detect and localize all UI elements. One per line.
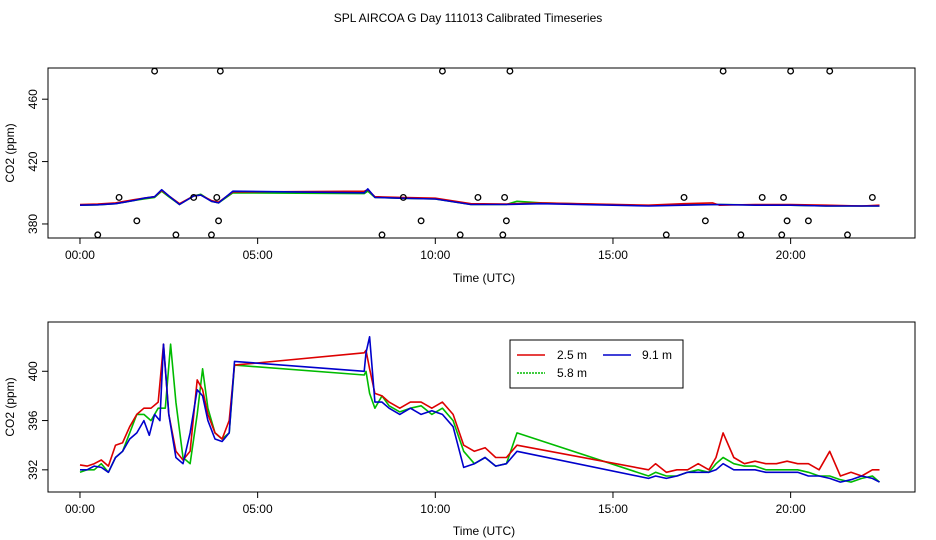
bot-series-line-9-1-m [80, 335, 880, 483]
top-x-tick-label-0: 00:00 [65, 248, 95, 262]
top-y-axis-label: CO2 (ppm) [3, 123, 17, 182]
top-outlier-point-0 [94, 231, 102, 239]
bottom-x-axis: 00:00 05:00 10:00 15:00 20:00 [65, 492, 806, 516]
top-x-tick-label-2: 10:00 [420, 248, 450, 262]
bot-x-tick-label-4: 20:00 [776, 502, 806, 516]
top-outlier-point-12 [417, 217, 425, 225]
top-outlier-point-22 [701, 217, 709, 225]
bot-x-tick-label-2: 10:00 [420, 502, 450, 516]
top-outlier-point-33 [868, 193, 876, 201]
top-outlier-point-9 [216, 67, 224, 75]
bottom-series-group [79, 335, 881, 483]
top-outlier-point-11 [399, 193, 407, 201]
bottom-x-axis-label: Time (UTC) [453, 524, 515, 538]
top-outlier-point-30 [804, 217, 812, 225]
top-x-tick-label-3: 15:00 [598, 248, 628, 262]
top-outlier-point-15 [474, 193, 482, 201]
top-outlier-point-19 [506, 67, 514, 75]
legend: 2.5 m 5.8 m 9.1 m [509, 339, 684, 389]
top-outlier-point-18 [502, 217, 510, 225]
top-outlier-point-2 [133, 217, 141, 225]
legend-label-5-8m: 5.8 m [557, 366, 587, 380]
top-series-group [79, 188, 880, 207]
top-outlier-point-31 [826, 67, 834, 75]
bot-x-tick-label-0: 00:00 [65, 502, 95, 516]
top-outlier-point-29 [787, 67, 795, 75]
bottom-y-axis-label: CO2 (ppm) [3, 377, 17, 436]
top-outlier-point-24 [737, 231, 745, 239]
top-outlier-point-5 [190, 193, 198, 201]
top-outlier-point-7 [213, 193, 221, 201]
top-outlier-point-13 [438, 67, 446, 75]
top-y-tick-label-0: 380 [26, 214, 40, 234]
bottom-panel: 00:00 05:00 10:00 15:00 20:00 392 396 400 Time… [3, 321, 916, 538]
top-outlier-point-14 [456, 231, 464, 239]
top-outlier-point-10 [378, 231, 386, 239]
top-panel: 00:00 05:00 10:00 15:00 20:00 380 420 460 Time… [3, 67, 916, 285]
bot-series-line-2-5-m [79, 343, 880, 477]
top-outlier-point-28 [783, 217, 791, 225]
top-outlier-point-8 [215, 217, 223, 225]
top-outlier-point-21 [680, 193, 688, 201]
bot-x-tick-label-1: 05:00 [243, 502, 273, 516]
top-outlier-point-27 [780, 193, 787, 201]
top-outlier-point-1 [115, 193, 123, 201]
bot-y-tick-label-2: 400 [26, 361, 40, 381]
top-x-axis: 00:00 05:00 10:00 15:00 20:00 [65, 238, 806, 262]
page-title: SPL AIRCOA G Day 111013 Calibrated Times… [334, 11, 603, 25]
bottom-plot-frame [47, 321, 916, 493]
top-outlier-point-4 [172, 231, 180, 239]
top-outlier-points [94, 67, 876, 239]
top-outlier-point-20 [662, 231, 670, 239]
top-x-tick-label-4: 20:00 [776, 248, 806, 262]
bot-y-tick-label-0: 392 [26, 459, 40, 479]
top-outlier-point-23 [719, 67, 727, 75]
top-y-tick-label-1: 420 [26, 151, 40, 171]
bot-series-line-5-8-m [79, 343, 881, 483]
legend-label-9-1m: 9.1 m [642, 348, 672, 362]
top-outlier-point-17 [501, 193, 509, 201]
top-outlier-point-25 [758, 193, 766, 201]
bot-x-tick-label-3: 15:00 [598, 502, 628, 516]
top-series-line-9-1-m [79, 188, 880, 207]
bottom-y-axis: 392 396 400 [26, 361, 48, 480]
top-x-axis-label: Time (UTC) [453, 271, 515, 285]
top-y-axis: 380 420 460 [26, 89, 48, 234]
top-outlier-point-16 [499, 231, 507, 239]
top-x-tick-label-1: 05:00 [243, 248, 273, 262]
legend-box [509, 339, 684, 389]
top-outlier-point-3 [151, 67, 159, 75]
top-y-tick-label-2: 460 [26, 89, 40, 109]
legend-label-2-5m: 2.5 m [557, 348, 587, 362]
top-plot-frame [47, 67, 916, 239]
bot-y-tick-label-1: 396 [26, 410, 40, 430]
top-outlier-point-26 [778, 231, 786, 239]
top-outlier-point-6 [208, 231, 215, 239]
top-outlier-point-32 [844, 231, 851, 239]
